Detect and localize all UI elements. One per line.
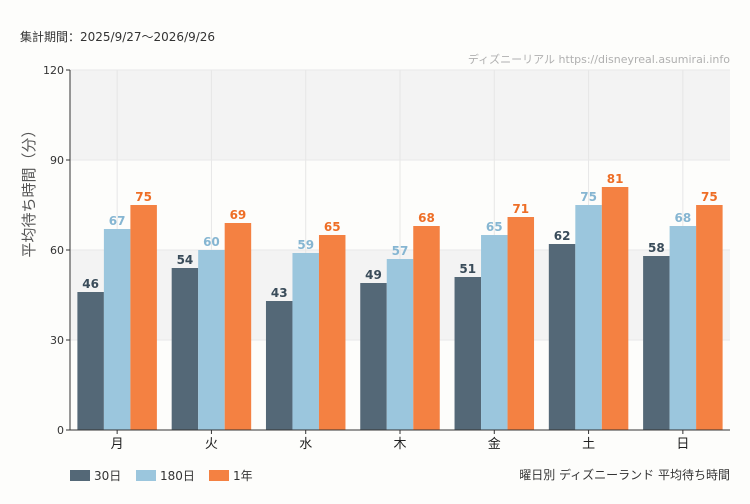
y-tick-label: 120	[43, 64, 64, 77]
chart-caption: 曜日別 ディズニーランド 平均待ち時間	[519, 467, 730, 482]
x-tick-label: 火	[205, 437, 218, 452]
bar	[601, 187, 629, 430]
x-tick-label: 土	[582, 437, 595, 452]
bar	[171, 268, 199, 430]
legend-label: 30日	[94, 469, 121, 483]
data-label: 60	[203, 235, 220, 249]
data-label: 65	[486, 220, 503, 234]
bar	[386, 259, 414, 430]
data-label: 62	[554, 229, 571, 243]
data-label: 54	[177, 253, 194, 267]
data-label: 43	[271, 286, 288, 300]
bar	[318, 235, 346, 430]
data-labels: 46 67 75 54 60 69 43 59 65 49 57 68 51 65 71 62 75 81 58 68…	[82, 172, 717, 300]
data-label: 81	[607, 172, 624, 186]
legend: 30日 180日 1年	[70, 469, 253, 483]
y-tick-label: 0	[57, 424, 64, 437]
bars	[77, 187, 723, 430]
bar	[77, 292, 104, 430]
data-label: 71	[512, 202, 529, 216]
x-tick-label: 月	[111, 437, 124, 452]
bar	[575, 205, 602, 430]
data-label: 69	[230, 208, 247, 222]
axes: 月 火 水 木 金 土 日 0 30 60 90 120	[43, 64, 730, 452]
data-label: 75	[135, 190, 152, 204]
bar	[198, 250, 225, 430]
bar	[507, 217, 535, 430]
bar	[548, 244, 576, 430]
data-label: 58	[648, 241, 665, 255]
x-tick-label: 木	[393, 437, 406, 452]
data-label: 49	[365, 268, 382, 282]
x-tick-label: 水	[299, 437, 312, 452]
bar	[481, 235, 508, 430]
data-label: 68	[418, 211, 435, 225]
y-tick-label: 30	[50, 334, 64, 347]
data-label: 46	[82, 277, 99, 291]
bar	[643, 256, 670, 430]
y-axis-title: 平均待ち時間（分）	[20, 122, 38, 257]
bar	[103, 229, 131, 430]
legend-swatch	[136, 470, 156, 481]
data-label: 57	[392, 244, 409, 258]
x-tick-label: 日	[676, 437, 689, 452]
period-label: 集計期間：2025/9/27〜2026/9/26	[20, 29, 215, 44]
legend-swatch	[209, 470, 229, 481]
data-label: 68	[675, 211, 692, 225]
bar	[360, 283, 387, 430]
bar	[413, 226, 440, 430]
legend-label: 180日	[160, 469, 195, 483]
legend-label: 1年	[233, 469, 253, 483]
bar	[454, 277, 482, 430]
data-label: 67	[109, 214, 126, 228]
data-label: 75	[701, 190, 718, 204]
legend-swatch	[70, 470, 90, 481]
x-tick-label: 金	[488, 436, 501, 452]
y-tick-label: 60	[50, 244, 64, 257]
bar	[224, 223, 252, 430]
data-label: 75	[580, 190, 597, 204]
bar	[696, 205, 723, 430]
watermark: ディズニーリアル https://disneyreal.asumirai.inf…	[468, 52, 730, 66]
y-tick-label: 90	[50, 154, 64, 167]
bar	[265, 301, 293, 430]
bar	[669, 226, 697, 430]
data-label: 65	[324, 220, 341, 234]
bar	[292, 253, 319, 430]
bar	[130, 205, 157, 430]
data-label: 51	[459, 262, 476, 276]
data-label: 59	[297, 238, 314, 252]
